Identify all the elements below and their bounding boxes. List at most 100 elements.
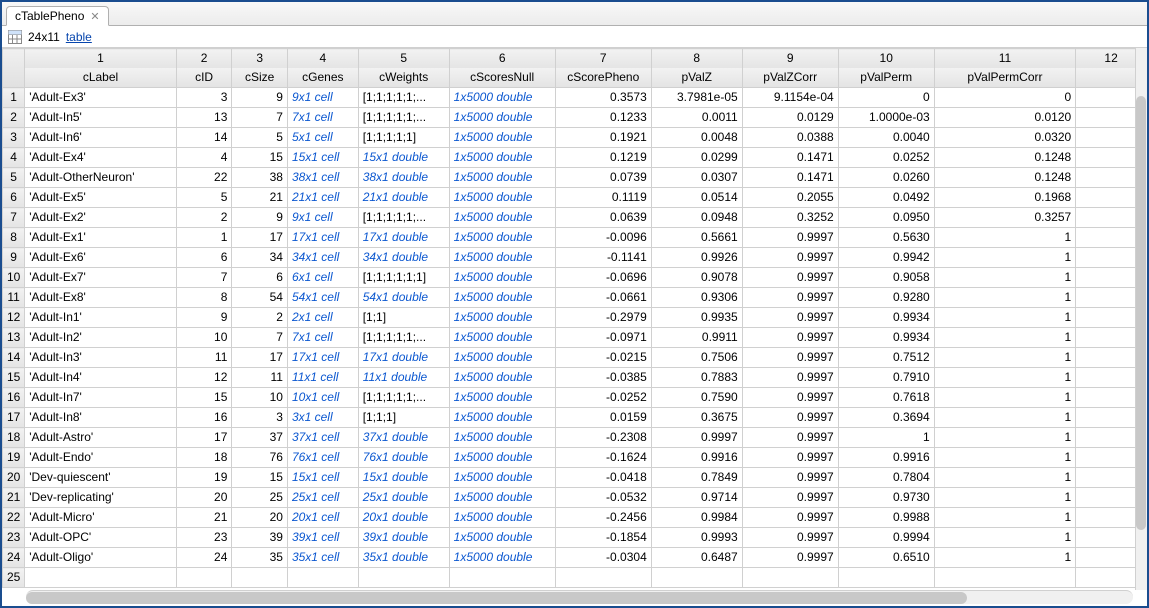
cell-cSize[interactable]: 3	[232, 408, 288, 428]
cell-cScorePheno[interactable]: -0.2979	[555, 308, 651, 328]
cell-cSize[interactable]: 17	[232, 228, 288, 248]
cell-cSize[interactable]: 7	[232, 108, 288, 128]
cell-cScoresNull[interactable]: 1x5000 double	[449, 148, 555, 168]
cell-cWeights[interactable]: [1;1;1]	[358, 408, 449, 428]
cell-cScoresNull[interactable]: 1x5000 double	[449, 468, 555, 488]
table-row[interactable]: 5'Adult-OtherNeuron'223838x1 cell38x1 do…	[3, 168, 1147, 188]
col-number-6[interactable]: 6	[449, 49, 555, 69]
cell-pValPerm[interactable]: 0.7618	[838, 388, 934, 408]
cell-pValPerm[interactable]: 1	[838, 428, 934, 448]
cell-pValZ[interactable]: 0.0514	[651, 188, 742, 208]
cell-pValZ[interactable]: 0.3675	[651, 408, 742, 428]
cell-pValZCorr[interactable]: 0.9997	[742, 388, 838, 408]
cell-pValZCorr[interactable]: 0.1471	[742, 168, 838, 188]
cell-cScoresNull[interactable]: 1x5000 double	[449, 208, 555, 228]
cell-cScoresNull[interactable]: 1x5000 double	[449, 428, 555, 448]
col-header-cGenes[interactable]: cGenes	[287, 68, 358, 88]
cell-cScorePheno[interactable]: 0.1233	[555, 108, 651, 128]
table-row[interactable]: 18'Adult-Astro'173737x1 cell37x1 double1…	[3, 428, 1147, 448]
cell-cID[interactable]: 2	[176, 208, 232, 228]
cell-pValPermCorr[interactable]: 1	[934, 548, 1075, 568]
cell-cScoresNull[interactable]: 1x5000 double	[449, 508, 555, 528]
horizontal-scrollbar-thumb[interactable]	[26, 592, 967, 604]
table-row[interactable]: 19'Adult-Endo'187676x1 cell76x1 double1x…	[3, 448, 1147, 468]
cell-pValZCorr[interactable]: 0.9997	[742, 368, 838, 388]
cell-pValZCorr[interactable]: 0.1471	[742, 148, 838, 168]
cell-pValPerm[interactable]: 0.9730	[838, 488, 934, 508]
cell-cScoresNull[interactable]: 1x5000 double	[449, 388, 555, 408]
cell-pValPermCorr[interactable]: 0.1968	[934, 188, 1075, 208]
cell-cID[interactable]: 22	[176, 168, 232, 188]
cell-cWeights[interactable]	[358, 568, 449, 588]
col-number-10[interactable]: 10	[838, 49, 934, 69]
cell-cScorePheno[interactable]: -0.0418	[555, 468, 651, 488]
cell-pValPermCorr[interactable]: 1	[934, 448, 1075, 468]
cell-cScoresNull[interactable]: 1x5000 double	[449, 328, 555, 348]
row-header[interactable]: 8	[3, 228, 25, 248]
cell-cLabel[interactable]: 'Adult-Astro'	[25, 428, 177, 448]
table-row[interactable]: 6'Adult-Ex5'52121x1 cell21x1 double1x500…	[3, 188, 1147, 208]
cell-cSize[interactable]: 6	[232, 268, 288, 288]
cell-pValPermCorr[interactable]: 1	[934, 528, 1075, 548]
cell-pValZ[interactable]: 0.5661	[651, 228, 742, 248]
cell-cLabel[interactable]: 'Adult-In3'	[25, 348, 177, 368]
row-header[interactable]: 21	[3, 488, 25, 508]
cell-pValZCorr[interactable]: 0.9997	[742, 288, 838, 308]
cell-cLabel[interactable]: 'Adult-In4'	[25, 368, 177, 388]
cell-pValPermCorr[interactable]: 1	[934, 388, 1075, 408]
cell-cWeights[interactable]: 15x1 double	[358, 468, 449, 488]
col-number-1[interactable]: 1	[25, 49, 177, 69]
col-number-11[interactable]: 11	[934, 49, 1075, 69]
cell-cSize[interactable]: 11	[232, 368, 288, 388]
cell-pValZCorr[interactable]: 0.9997	[742, 548, 838, 568]
cell-cScorePheno[interactable]: 0.3573	[555, 88, 651, 108]
row-header[interactable]: 19	[3, 448, 25, 468]
cell-cWeights[interactable]: 76x1 double	[358, 448, 449, 468]
cell-pValZCorr[interactable]: 0.9997	[742, 328, 838, 348]
cell-cSize[interactable]: 20	[232, 508, 288, 528]
cell-cLabel[interactable]: 'Adult-In8'	[25, 408, 177, 428]
table-row[interactable]: 14'Adult-In3'111717x1 cell17x1 double1x5…	[3, 348, 1147, 368]
cell-pValZCorr[interactable]: 0.0388	[742, 128, 838, 148]
cell-pValZCorr[interactable]: 0.9997	[742, 528, 838, 548]
cell-pValZ[interactable]: 0.9911	[651, 328, 742, 348]
cell-pValPerm[interactable]: 0.9916	[838, 448, 934, 468]
cell-cScoresNull[interactable]: 1x5000 double	[449, 268, 555, 288]
cell-cScorePheno[interactable]: -0.0096	[555, 228, 651, 248]
row-header[interactable]: 1	[3, 88, 25, 108]
cell-cScoresNull[interactable]: 1x5000 double	[449, 308, 555, 328]
cell-pValPerm[interactable]: 0.9280	[838, 288, 934, 308]
cell-cSize[interactable]: 38	[232, 168, 288, 188]
cell-cScoresNull[interactable]: 1x5000 double	[449, 548, 555, 568]
cell-cSize[interactable]: 35	[232, 548, 288, 568]
cell-cID[interactable]: 12	[176, 368, 232, 388]
horizontal-scrollbar[interactable]	[26, 590, 1133, 604]
cell-pValPerm[interactable]: 0.7910	[838, 368, 934, 388]
cell-cScoresNull[interactable]: 1x5000 double	[449, 528, 555, 548]
cell-cID[interactable]: 4	[176, 148, 232, 168]
cell-cLabel[interactable]: 'Adult-Ex6'	[25, 248, 177, 268]
cell-cLabel[interactable]: 'Adult-Ex8'	[25, 288, 177, 308]
cell-pValPerm[interactable]: 0.3694	[838, 408, 934, 428]
cell-cID[interactable]: 15	[176, 388, 232, 408]
cell-cWeights[interactable]: 35x1 double	[358, 548, 449, 568]
table-row[interactable]: 2'Adult-In5'1377x1 cell[1;1;1;1;1;...1x5…	[3, 108, 1147, 128]
cell-pValZ[interactable]: 0.9926	[651, 248, 742, 268]
cell-pValPerm[interactable]: 0.7804	[838, 468, 934, 488]
cell-cLabel[interactable]: 'Adult-In7'	[25, 388, 177, 408]
table-row[interactable]: 21'Dev-replicating'202525x1 cell25x1 dou…	[3, 488, 1147, 508]
cell-pValPerm[interactable]: 0.7512	[838, 348, 934, 368]
cell-pValZCorr[interactable]: 0.9997	[742, 448, 838, 468]
table-row[interactable]: 22'Adult-Micro'212020x1 cell20x1 double1…	[3, 508, 1147, 528]
cell-pValZCorr[interactable]: 0.9997	[742, 228, 838, 248]
col-header-cScorePheno[interactable]: cScorePheno	[555, 68, 651, 88]
cell-cSize[interactable]: 39	[232, 528, 288, 548]
cell-cWeights[interactable]: 21x1 double	[358, 188, 449, 208]
cell-pValPerm[interactable]: 0.9988	[838, 508, 934, 528]
cell-pValZCorr[interactable]: 0.9997	[742, 488, 838, 508]
cell-cGenes[interactable]: 37x1 cell	[287, 428, 358, 448]
cell-cScorePheno[interactable]: -0.2308	[555, 428, 651, 448]
cell-cLabel[interactable]: 'Adult-Ex4'	[25, 148, 177, 168]
cell-cSize[interactable]: 9	[232, 88, 288, 108]
data-grid[interactable]: 123456789101112 cLabelcIDcSizecGenescWei…	[2, 48, 1147, 588]
